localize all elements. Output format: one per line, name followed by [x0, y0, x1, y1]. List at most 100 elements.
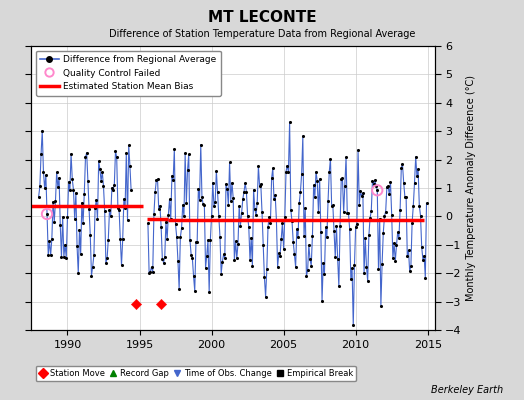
Point [75, 226, 84, 233]
Point [330, 228, 338, 234]
Point [352, 224, 360, 230]
Point [277, 236, 286, 242]
Point [272, 217, 280, 223]
Point [145, 270, 154, 276]
Point [126, 163, 134, 169]
Point [132, 301, 140, 308]
Point [147, 264, 156, 270]
Point [64, 178, 73, 185]
Point [368, 178, 377, 184]
Point [220, 251, 228, 258]
Point [118, 236, 127, 242]
Point [122, 150, 130, 156]
Point [114, 205, 122, 212]
Point [218, 258, 226, 265]
Point [211, 198, 220, 205]
Point [337, 176, 345, 183]
Point [59, 214, 67, 220]
Point [246, 257, 254, 263]
Point [267, 175, 276, 182]
Point [389, 255, 397, 262]
Point [72, 189, 80, 196]
Point [319, 260, 328, 266]
Point [102, 260, 110, 266]
Point [62, 254, 70, 261]
Point [119, 196, 128, 202]
Point [360, 270, 368, 276]
Point [275, 250, 283, 257]
Point [392, 242, 401, 248]
Point [298, 171, 306, 178]
Point [394, 229, 402, 235]
Point [156, 202, 164, 209]
Point [232, 238, 240, 244]
Point [50, 219, 59, 225]
Point [148, 268, 157, 275]
Point [328, 203, 336, 209]
Point [236, 223, 245, 229]
Point [66, 187, 74, 193]
Point [365, 232, 373, 238]
Point [198, 194, 206, 200]
Point [288, 218, 296, 225]
Point [78, 199, 86, 206]
Text: Berkeley Earth: Berkeley Earth [431, 385, 503, 395]
Point [201, 265, 210, 271]
Point [398, 161, 407, 168]
Point [372, 183, 380, 189]
Point [175, 286, 183, 292]
Point [313, 178, 321, 184]
Point [261, 294, 270, 300]
Point [287, 207, 295, 213]
Point [174, 258, 182, 264]
Point [304, 242, 313, 248]
Point [376, 216, 384, 222]
Point [402, 193, 410, 200]
Point [379, 230, 387, 236]
Point [314, 208, 323, 215]
Point [422, 200, 431, 206]
Point [311, 194, 319, 200]
Point [183, 166, 192, 173]
Point [294, 234, 302, 240]
Point [200, 202, 209, 208]
Point [73, 243, 81, 250]
Point [55, 174, 63, 181]
Point [38, 128, 47, 134]
Point [299, 133, 307, 139]
Point [69, 186, 78, 193]
Point [233, 255, 241, 262]
Point [358, 190, 367, 196]
Point [245, 224, 253, 230]
Point [336, 223, 344, 229]
Point [196, 141, 205, 148]
Point [269, 165, 277, 171]
Point [225, 159, 234, 166]
Point [217, 270, 225, 277]
Point [289, 238, 298, 245]
Point [414, 166, 422, 172]
Point [63, 214, 72, 221]
Point [364, 278, 372, 284]
Point [116, 236, 125, 242]
Point [155, 206, 163, 212]
Point [292, 226, 301, 232]
Point [347, 276, 355, 283]
Point [265, 214, 274, 220]
Point [410, 180, 419, 186]
Point [121, 204, 129, 211]
Point [397, 164, 406, 171]
Point [362, 264, 370, 270]
Point [208, 212, 216, 219]
Point [172, 234, 181, 240]
Point [242, 188, 250, 195]
Point [306, 256, 314, 263]
Point [213, 189, 222, 196]
Point [205, 289, 213, 295]
Point [342, 154, 350, 160]
Point [67, 150, 75, 157]
Point [367, 208, 376, 214]
Point [401, 194, 409, 200]
Point [212, 168, 221, 174]
Point [96, 166, 104, 172]
